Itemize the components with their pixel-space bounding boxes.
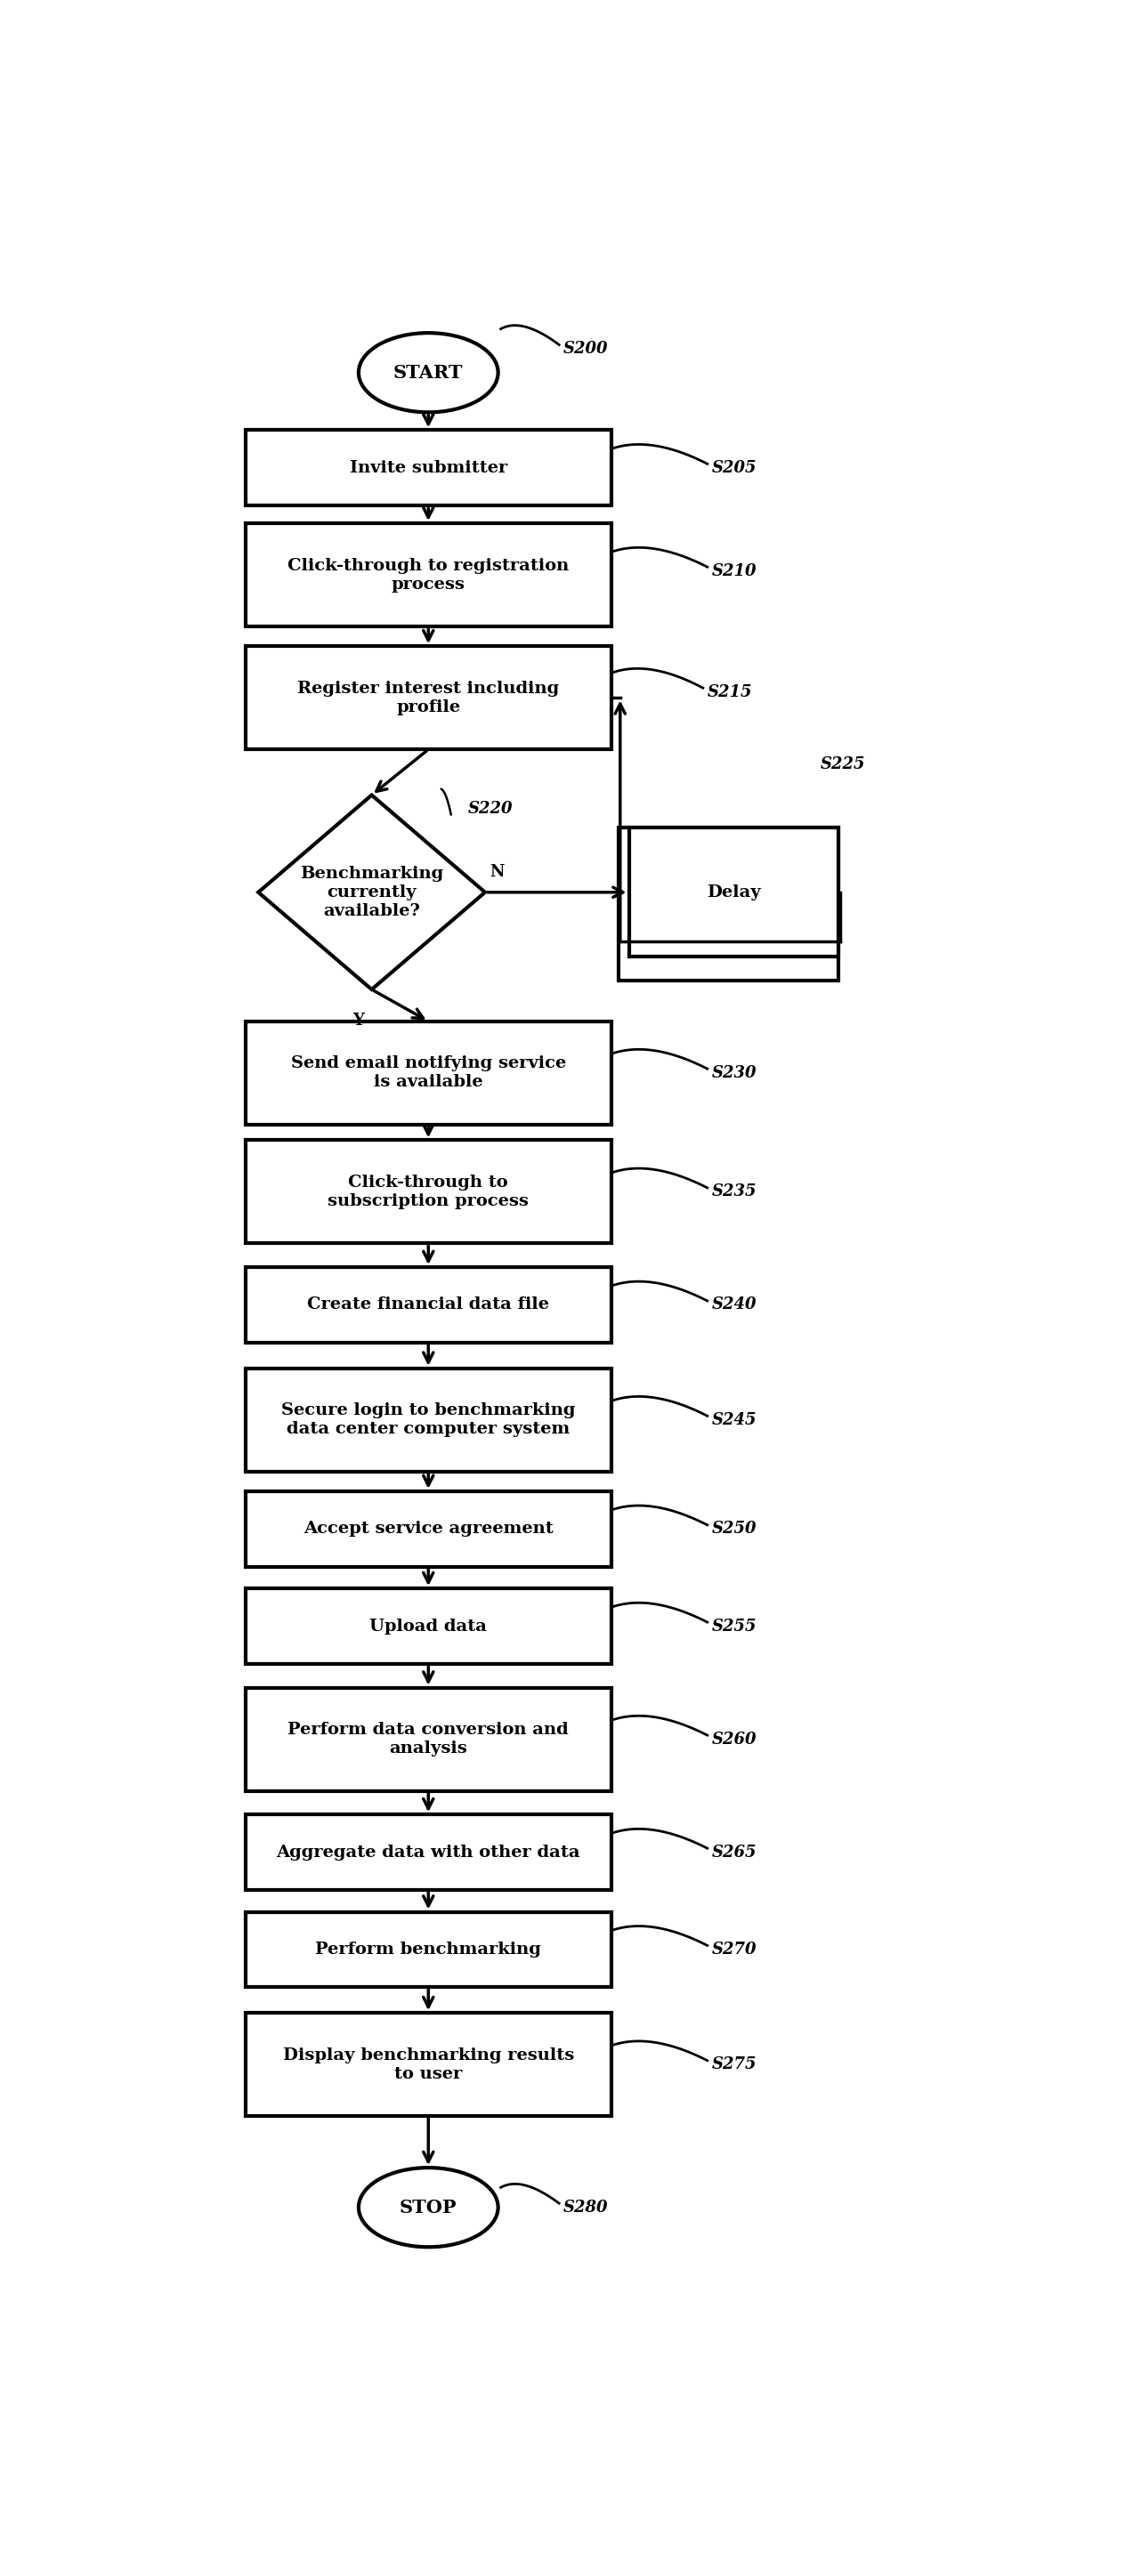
Text: S270: S270 [712, 1942, 757, 1958]
Text: Send email notifying service
is available: Send email notifying service is availabl… [290, 1056, 566, 1090]
Text: Accept service agreement: Accept service agreement [304, 1520, 553, 1538]
Text: S215: S215 [708, 685, 753, 701]
Bar [619, 827, 838, 981]
Ellipse shape [359, 332, 498, 412]
Bar [245, 1911, 612, 1986]
Text: N: N [489, 863, 504, 881]
Text: Benchmarking
currently
available?: Benchmarking currently available? [300, 866, 443, 920]
Bar [245, 1814, 612, 1891]
Bar [245, 1141, 612, 1244]
Text: Y: Y [352, 1012, 364, 1028]
Bar [245, 1492, 612, 1566]
Bar [245, 1267, 612, 1342]
Text: Click-through to
subscription process: Click-through to subscription process [327, 1175, 529, 1208]
Text: S245: S245 [712, 1412, 757, 1427]
Text: START: START [394, 363, 464, 381]
Text: S200: S200 [564, 340, 609, 358]
Text: S250: S250 [712, 1520, 757, 1538]
Bar [629, 827, 838, 956]
Text: S220: S220 [468, 801, 513, 817]
Text: S275: S275 [712, 2056, 757, 2074]
Polygon shape [259, 796, 485, 989]
Bar [245, 430, 612, 505]
Bar [245, 1368, 612, 1471]
Bar [245, 647, 612, 750]
Text: S255: S255 [712, 1618, 757, 1633]
Text: S235: S235 [712, 1185, 757, 1200]
Bar [245, 1687, 612, 1790]
Bar [245, 1589, 612, 1664]
Text: Aggregate data with other data: Aggregate data with other data [277, 1844, 580, 1860]
Text: STOP: STOP [399, 2197, 457, 2215]
Text: Click-through to registration
process: Click-through to registration process [288, 556, 569, 592]
Text: Display benchmarking results
to user: Display benchmarking results to user [282, 2048, 574, 2081]
Text: Upload data: Upload data [370, 1618, 487, 1633]
Text: Invite submitter: Invite submitter [350, 459, 507, 477]
Text: Create financial data file: Create financial data file [307, 1296, 549, 1314]
Text: S240: S240 [712, 1296, 757, 1314]
Text: Perform benchmarking: Perform benchmarking [315, 1942, 541, 1958]
Text: S265: S265 [712, 1844, 757, 1860]
Text: S210: S210 [712, 564, 757, 580]
Text: S280: S280 [564, 2200, 609, 2215]
Bar [245, 1020, 612, 1123]
Text: S230: S230 [712, 1064, 757, 1082]
Bar [245, 2012, 612, 2115]
Text: Secure login to benchmarking
data center computer system: Secure login to benchmarking data center… [281, 1401, 575, 1437]
Text: S205: S205 [712, 459, 757, 477]
Text: Delay: Delay [706, 884, 760, 899]
Ellipse shape [359, 2166, 498, 2246]
Text: Perform data conversion and
analysis: Perform data conversion and analysis [288, 1721, 569, 1757]
Text: S225: S225 [821, 757, 865, 773]
Bar [245, 523, 612, 626]
Text: Register interest including
profile: Register interest including profile [297, 680, 559, 716]
Text: S260: S260 [712, 1731, 757, 1747]
